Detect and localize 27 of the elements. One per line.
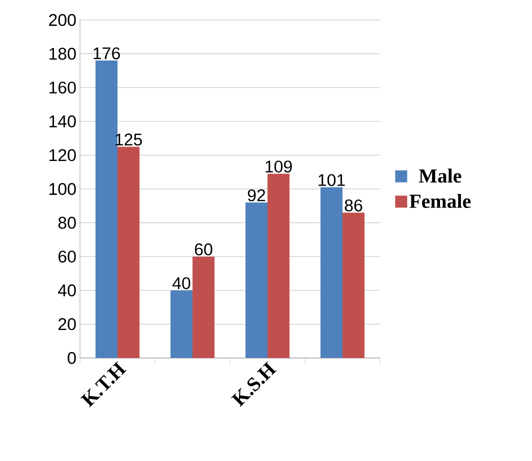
y-tick-label: 60 (58, 250, 76, 263)
legend-label: Female (410, 194, 471, 208)
bar (170, 290, 193, 358)
data-label: 92 (248, 189, 266, 202)
y-tick-label: 180 (50, 48, 76, 60)
y-tick-label: 200 (49, 14, 76, 26)
bar (118, 146, 140, 358)
y-tick-label: 140 (50, 115, 76, 128)
y-tick-label: 80 (58, 216, 76, 229)
y-tick-label: 40 (58, 284, 76, 296)
bar (342, 212, 365, 358)
y-tick-label: 120 (50, 149, 76, 162)
bar (268, 174, 290, 358)
data-label: 86 (344, 199, 362, 212)
bar (246, 202, 268, 358)
data-label: 60 (194, 243, 212, 256)
y-tick-label: 160 (50, 82, 76, 94)
y-tick-label: 100 (50, 182, 76, 195)
data-label: 40 (172, 277, 190, 290)
bar (192, 256, 215, 358)
legend-label: Male (418, 168, 462, 183)
data-label: 101 (318, 174, 345, 186)
y-tick-label: 0 (68, 352, 76, 364)
data-label: 109 (266, 160, 292, 173)
y-tick-label: 20 (58, 318, 76, 330)
bar (320, 187, 343, 358)
data-label: 176 (94, 47, 120, 60)
